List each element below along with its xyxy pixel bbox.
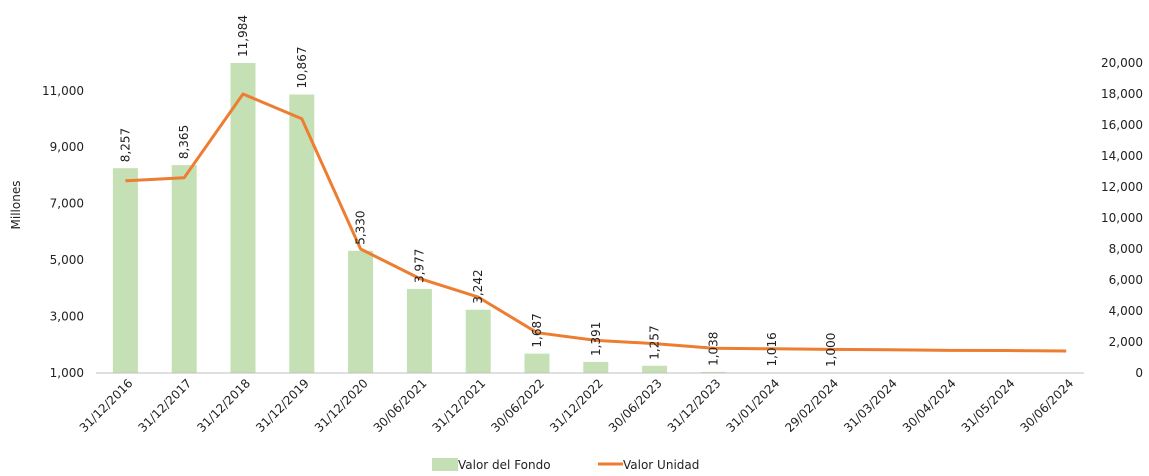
y-axis-title: Millones — [9, 181, 23, 230]
left-axis: 1,000 3,000 5,000 7,000 9,000 11,000 — [42, 84, 84, 380]
bar — [289, 94, 315, 373]
bar-data-label: 1,391 — [589, 322, 603, 356]
line-series — [125, 92, 1067, 353]
bar-data-label: 3,977 — [412, 249, 426, 283]
legend-label-valor-unidad: Valor Unidad — [623, 458, 699, 472]
legend-swatch-valor-del-fondo — [432, 458, 458, 471]
bar-data-label: 3,242 — [471, 269, 485, 303]
bar — [700, 371, 726, 373]
right-tick-label: 20,000 — [1101, 56, 1143, 70]
left-tick-label: 11,000 — [42, 84, 84, 98]
bar-data-label: 1,038 — [706, 332, 720, 366]
x-tick-label: 31/01/2024 — [724, 376, 783, 435]
bar — [230, 63, 256, 373]
left-tick-label: 9,000 — [50, 140, 84, 154]
right-tick-label: 0 — [1135, 366, 1143, 380]
right-tick-label: 2,000 — [1109, 335, 1143, 349]
bar — [524, 353, 550, 373]
data-labels: 8,257 8,365 11,984 10,867 5,330 3,977 3,242 1,6… — [118, 15, 838, 367]
legend: Valor del Fondo Valor Unidad — [432, 458, 699, 472]
plot-area: 1,000 3,000 5,000 7,000 9,000 11,000 0 2,000 4,… — [42, 15, 1143, 435]
right-tick-label: 14,000 — [1101, 149, 1143, 163]
bar-series — [112, 63, 785, 373]
right-tick-label: 10,000 — [1101, 211, 1143, 225]
bar-data-label: 11,984 — [236, 15, 250, 57]
x-tick-label: 31/05/2024 — [959, 376, 1018, 435]
x-tick-label: 30/06/2023 — [606, 376, 665, 435]
bar-data-label: 8,365 — [177, 125, 191, 159]
x-tick-label: 30/06/2024 — [1018, 376, 1077, 435]
bar — [465, 309, 491, 373]
x-tick-label: 31/12/2018 — [194, 376, 253, 435]
x-tick-label: 30/04/2024 — [900, 376, 959, 435]
right-axis: 0 2,000 4,000 6,000 8,000 10,000 12,000 14,000 1… — [1101, 56, 1143, 380]
bar-data-label: 1,000 — [824, 333, 838, 367]
bar-data-label: 1,016 — [765, 332, 779, 366]
bar — [112, 168, 138, 373]
x-tick-label: 31/12/2022 — [547, 376, 606, 435]
bar-data-label: 1,687 — [530, 313, 544, 347]
right-tick-label: 8,000 — [1109, 242, 1143, 256]
left-tick-label: 1,000 — [50, 366, 84, 380]
x-tick-label: 31/12/2019 — [253, 376, 312, 435]
bar-data-label: 8,257 — [118, 128, 132, 162]
right-tick-label: 6,000 — [1109, 273, 1143, 287]
x-tick-label: 29/02/2024 — [782, 376, 841, 435]
bar-data-label: 5,330 — [354, 210, 368, 244]
x-axis: 31/12/2016 31/12/2017 31/12/2018 31/12/2019… — [77, 376, 1077, 435]
bar — [348, 250, 374, 373]
x-tick-label: 31/03/2024 — [841, 376, 900, 435]
legend-label-valor-del-fondo: Valor del Fondo — [458, 458, 551, 472]
x-tick-label: 31/12/2016 — [77, 376, 136, 435]
left-tick-label: 7,000 — [50, 197, 84, 211]
right-tick-label: 18,000 — [1101, 87, 1143, 101]
x-tick-label: 31/12/2017 — [136, 376, 195, 435]
right-tick-label: 4,000 — [1109, 304, 1143, 318]
bar — [406, 288, 432, 373]
bar — [171, 165, 197, 373]
left-tick-label: 5,000 — [50, 253, 84, 267]
x-tick-label: 31/12/2021 — [430, 376, 489, 435]
right-tick-label: 16,000 — [1101, 118, 1143, 132]
right-tick-label: 12,000 — [1101, 180, 1143, 194]
x-tick-label: 30/06/2021 — [371, 376, 430, 435]
x-tick-label: 31/12/2020 — [312, 376, 371, 435]
valor-unidad-line — [125, 92, 1067, 353]
bar — [583, 361, 609, 373]
left-tick-label: 3,000 — [50, 310, 84, 324]
bar-data-label: 1,257 — [648, 325, 662, 359]
bar — [642, 365, 668, 373]
x-tick-label: 30/06/2022 — [488, 376, 547, 435]
x-tick-label: 31/12/2023 — [665, 376, 724, 435]
bar-data-label: 10,867 — [295, 47, 309, 89]
